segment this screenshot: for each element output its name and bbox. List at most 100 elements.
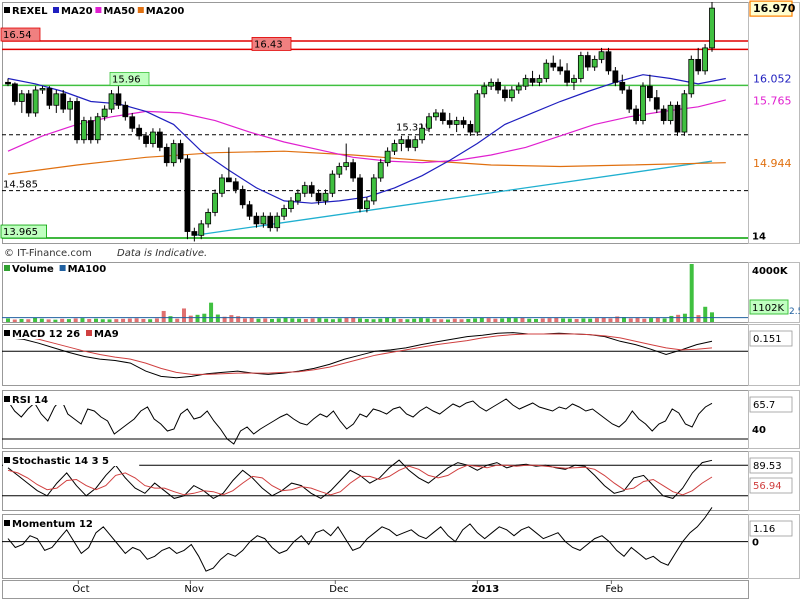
panel-stochastic-14-3-5: 89.53 56.94 [2,452,793,499]
candle [688,55,695,98]
legend-label: MA50 [103,6,135,17]
volume-panel: 4000K 1102K 2.5 [2,264,800,322]
candle-body [577,55,584,79]
candle-body [398,139,405,144]
volume-bar [46,319,51,322]
volume-bar [696,315,701,322]
candle [391,139,398,156]
candle [460,116,467,129]
volume-bar [270,318,274,322]
volume-bar [121,318,126,322]
candle-body [101,108,108,118]
candle-body [439,112,446,121]
volume-bar [344,317,349,322]
candle-body [177,143,184,160]
volume-bar [391,318,396,322]
x-label: Oct [72,584,89,595]
level-label-bg [251,37,292,51]
series-line [7,464,713,496]
candle-body [12,83,18,102]
volume-bar [39,318,44,322]
volume-bar [127,318,132,322]
candle-body [543,62,550,79]
panel-axis-0 [748,2,800,244]
watermark: © IT-Finance.com [4,248,92,259]
volume-bar [53,319,58,322]
candle [239,185,246,209]
candle [502,86,508,102]
level-label: 13.965 [3,227,38,238]
candle-body [81,120,87,141]
candle-body [53,93,60,106]
candle [577,51,584,83]
last-value-price: 16.970 [753,2,796,15]
panel-momentum-12: 1.16 0 [2,507,793,572]
legend-swatch [4,7,10,13]
volume-bar [324,318,329,322]
candle [225,147,232,183]
candle [18,89,25,113]
candle [136,124,143,140]
candle [543,59,550,83]
volume-bar [330,319,335,322]
ma50-line [7,99,726,164]
panel-frame-0 [2,2,749,244]
candle [115,86,122,110]
candle [94,112,101,144]
volume-bar [649,318,654,322]
volume-bar [242,318,247,322]
volume-bar [608,318,613,322]
candle [322,189,329,205]
volume-bar [66,319,71,322]
series-line [7,507,713,572]
candle [398,135,405,152]
candle [364,197,370,213]
candle [626,86,633,113]
y-tick: 14 [752,231,766,242]
volume-bar [622,317,626,322]
volume-bar [676,314,681,322]
candle [143,132,149,148]
volume-bar [567,318,572,322]
volume-bar [669,315,674,322]
volume-bar [466,318,471,322]
legend-swatch [4,457,10,463]
candle-body [150,131,156,144]
panel-frame-1 [2,262,749,323]
candle-body [481,85,488,95]
legend-bg [3,3,238,18]
candle-body [205,211,212,225]
volume-bar [249,317,254,322]
candle [612,67,619,87]
last-value: 1.16 [753,524,775,535]
last-value-box [749,477,793,494]
candle [550,55,557,71]
volume-bar [479,317,484,322]
volume-bar [195,314,200,322]
volume-bar [385,317,390,322]
legend-label: Momentum 12 [12,519,93,530]
candle-body [571,78,577,83]
candle [329,170,336,198]
volume-bar [60,318,65,322]
candle [536,74,543,87]
candle [205,208,212,228]
candle-body [170,143,177,164]
legend-swatch [4,520,10,526]
candle-body [198,223,205,236]
level-label: 16.54 [3,30,32,41]
level-label: 14.585 [3,180,38,191]
candle [426,112,432,133]
candle-body [294,192,301,202]
candle [253,212,260,228]
volume-bar [188,315,193,322]
volume-bar [493,318,498,322]
legend-label: REXEL [12,6,48,17]
candle-body [536,78,543,83]
last-value-ma200: 14.944 [753,157,792,170]
candle [640,82,646,125]
candle [515,82,522,94]
volume-bar [452,318,457,322]
candle [412,135,419,152]
last-value-ma20: 16.052 [753,72,792,85]
